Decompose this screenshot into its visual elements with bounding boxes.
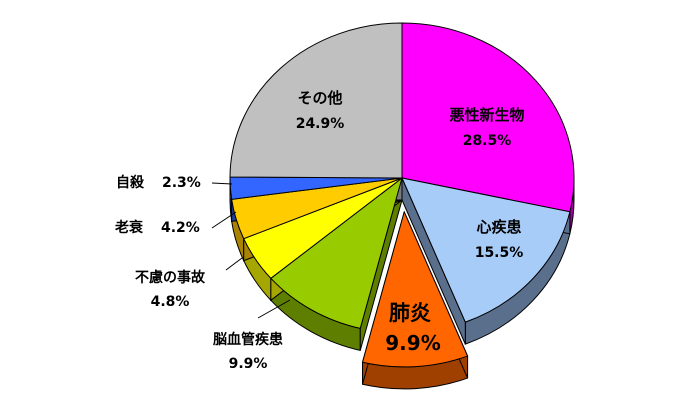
slice-その他 bbox=[229, 22, 403, 179]
label-value-脳血管疾患: 9.9% bbox=[229, 356, 268, 372]
label-value-肺炎: 9.9% bbox=[385, 331, 440, 355]
label-name-自殺: 自殺 bbox=[116, 174, 145, 191]
leader-line bbox=[225, 257, 243, 271]
label-name-老衰: 老衰 bbox=[115, 219, 144, 236]
leader-line bbox=[257, 299, 291, 319]
slice-心疾患 bbox=[401, 177, 571, 323]
label-name-悪性新生物: 悪性新生物 bbox=[449, 106, 524, 124]
slice-肺炎 bbox=[361, 210, 469, 368]
label-value-自殺: 2.3% bbox=[162, 175, 201, 191]
label-name-肺炎: 肺炎 bbox=[389, 301, 431, 325]
leader-line bbox=[211, 182, 233, 185]
label-value-悪性新生物: 28.5% bbox=[463, 133, 512, 149]
label-value-不慮の事故: 4.8% bbox=[151, 294, 190, 310]
label-value-心疾患: 15.5% bbox=[475, 245, 524, 261]
label-name-心疾患: 心疾患 bbox=[476, 218, 521, 236]
label-name-その他: その他 bbox=[297, 89, 342, 107]
label-value-その他: 24.9% bbox=[296, 116, 345, 132]
leader-lines bbox=[211, 182, 291, 319]
label-name-不慮の事故: 不慮の事故 bbox=[135, 269, 206, 286]
slice-脳血管疾患 bbox=[270, 176, 403, 329]
slice-悪性新生物 bbox=[401, 22, 575, 213]
leader-line bbox=[211, 211, 237, 229]
slice-labels: 悪性新生物 28.5% 心疾患 15.5% 肺炎 9.9% 脳血管疾患 9.9%… bbox=[115, 89, 525, 372]
label-value-老衰: 4.2% bbox=[161, 220, 200, 236]
label-name-脳血管疾患: 脳血管疾患 bbox=[213, 331, 283, 348]
pie-slices bbox=[229, 22, 575, 368]
